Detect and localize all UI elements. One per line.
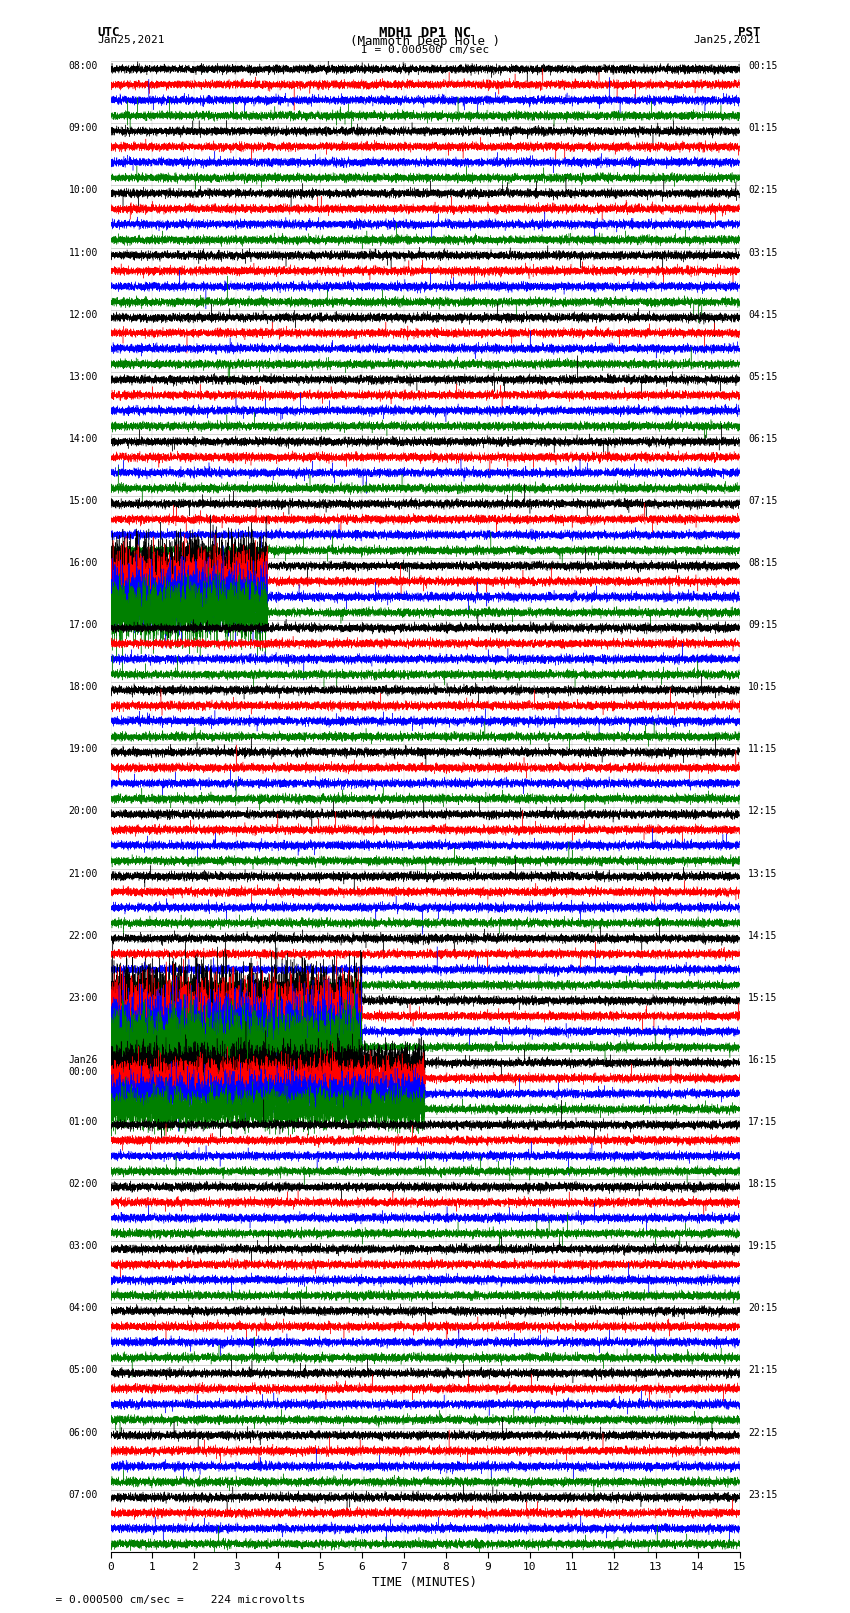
Text: 02:00: 02:00	[69, 1179, 98, 1189]
Text: 15:00: 15:00	[69, 497, 98, 506]
Text: 16:00: 16:00	[69, 558, 98, 568]
Text: 19:15: 19:15	[748, 1242, 777, 1252]
Text: Jan25,2021: Jan25,2021	[694, 35, 761, 45]
Text: 16:15: 16:15	[748, 1055, 777, 1065]
Text: = 0.000500 cm/sec =    224 microvolts: = 0.000500 cm/sec = 224 microvolts	[42, 1595, 306, 1605]
Text: 05:15: 05:15	[748, 373, 777, 382]
Text: 21:15: 21:15	[748, 1365, 777, 1376]
Text: 07:15: 07:15	[748, 497, 777, 506]
Text: 13:15: 13:15	[748, 868, 777, 879]
Text: 06:00: 06:00	[69, 1428, 98, 1437]
Text: 03:00: 03:00	[69, 1242, 98, 1252]
Text: 18:00: 18:00	[69, 682, 98, 692]
Text: 04:00: 04:00	[69, 1303, 98, 1313]
Text: 23:15: 23:15	[748, 1490, 777, 1500]
Text: Jan26
00:00: Jan26 00:00	[69, 1055, 98, 1076]
Text: 09:00: 09:00	[69, 124, 98, 134]
Text: 01:15: 01:15	[748, 124, 777, 134]
Text: 02:15: 02:15	[748, 185, 777, 195]
Text: 03:15: 03:15	[748, 248, 777, 258]
Text: 19:00: 19:00	[69, 745, 98, 755]
X-axis label: TIME (MINUTES): TIME (MINUTES)	[372, 1576, 478, 1589]
Text: 20:15: 20:15	[748, 1303, 777, 1313]
Text: 10:15: 10:15	[748, 682, 777, 692]
Text: 10:00: 10:00	[69, 185, 98, 195]
Text: 06:15: 06:15	[748, 434, 777, 444]
Text: 08:00: 08:00	[69, 61, 98, 71]
Text: 15:15: 15:15	[748, 994, 777, 1003]
Text: 12:15: 12:15	[748, 806, 777, 816]
Text: 13:00: 13:00	[69, 373, 98, 382]
Text: 14:15: 14:15	[748, 931, 777, 940]
Text: UTC: UTC	[98, 26, 120, 39]
Text: 14:00: 14:00	[69, 434, 98, 444]
Text: 00:15: 00:15	[748, 61, 777, 71]
Text: 22:00: 22:00	[69, 931, 98, 940]
Text: 11:00: 11:00	[69, 248, 98, 258]
Text: 12:00: 12:00	[69, 310, 98, 319]
Text: 04:15: 04:15	[748, 310, 777, 319]
Text: Jan25,2021: Jan25,2021	[98, 35, 165, 45]
Text: 08:15: 08:15	[748, 558, 777, 568]
Text: PST: PST	[739, 26, 761, 39]
Text: 07:00: 07:00	[69, 1490, 98, 1500]
Text: I = 0.000500 cm/sec: I = 0.000500 cm/sec	[361, 45, 489, 55]
Text: 09:15: 09:15	[748, 621, 777, 631]
Text: MDH1 DP1 NC: MDH1 DP1 NC	[379, 26, 471, 40]
Text: 01:00: 01:00	[69, 1118, 98, 1127]
Text: 17:15: 17:15	[748, 1118, 777, 1127]
Text: 18:15: 18:15	[748, 1179, 777, 1189]
Text: 11:15: 11:15	[748, 745, 777, 755]
Text: 22:15: 22:15	[748, 1428, 777, 1437]
Text: 05:00: 05:00	[69, 1365, 98, 1376]
Text: 23:00: 23:00	[69, 994, 98, 1003]
Text: (Mammoth Deep Hole ): (Mammoth Deep Hole )	[350, 35, 500, 48]
Text: 20:00: 20:00	[69, 806, 98, 816]
Text: 17:00: 17:00	[69, 621, 98, 631]
Text: 21:00: 21:00	[69, 868, 98, 879]
